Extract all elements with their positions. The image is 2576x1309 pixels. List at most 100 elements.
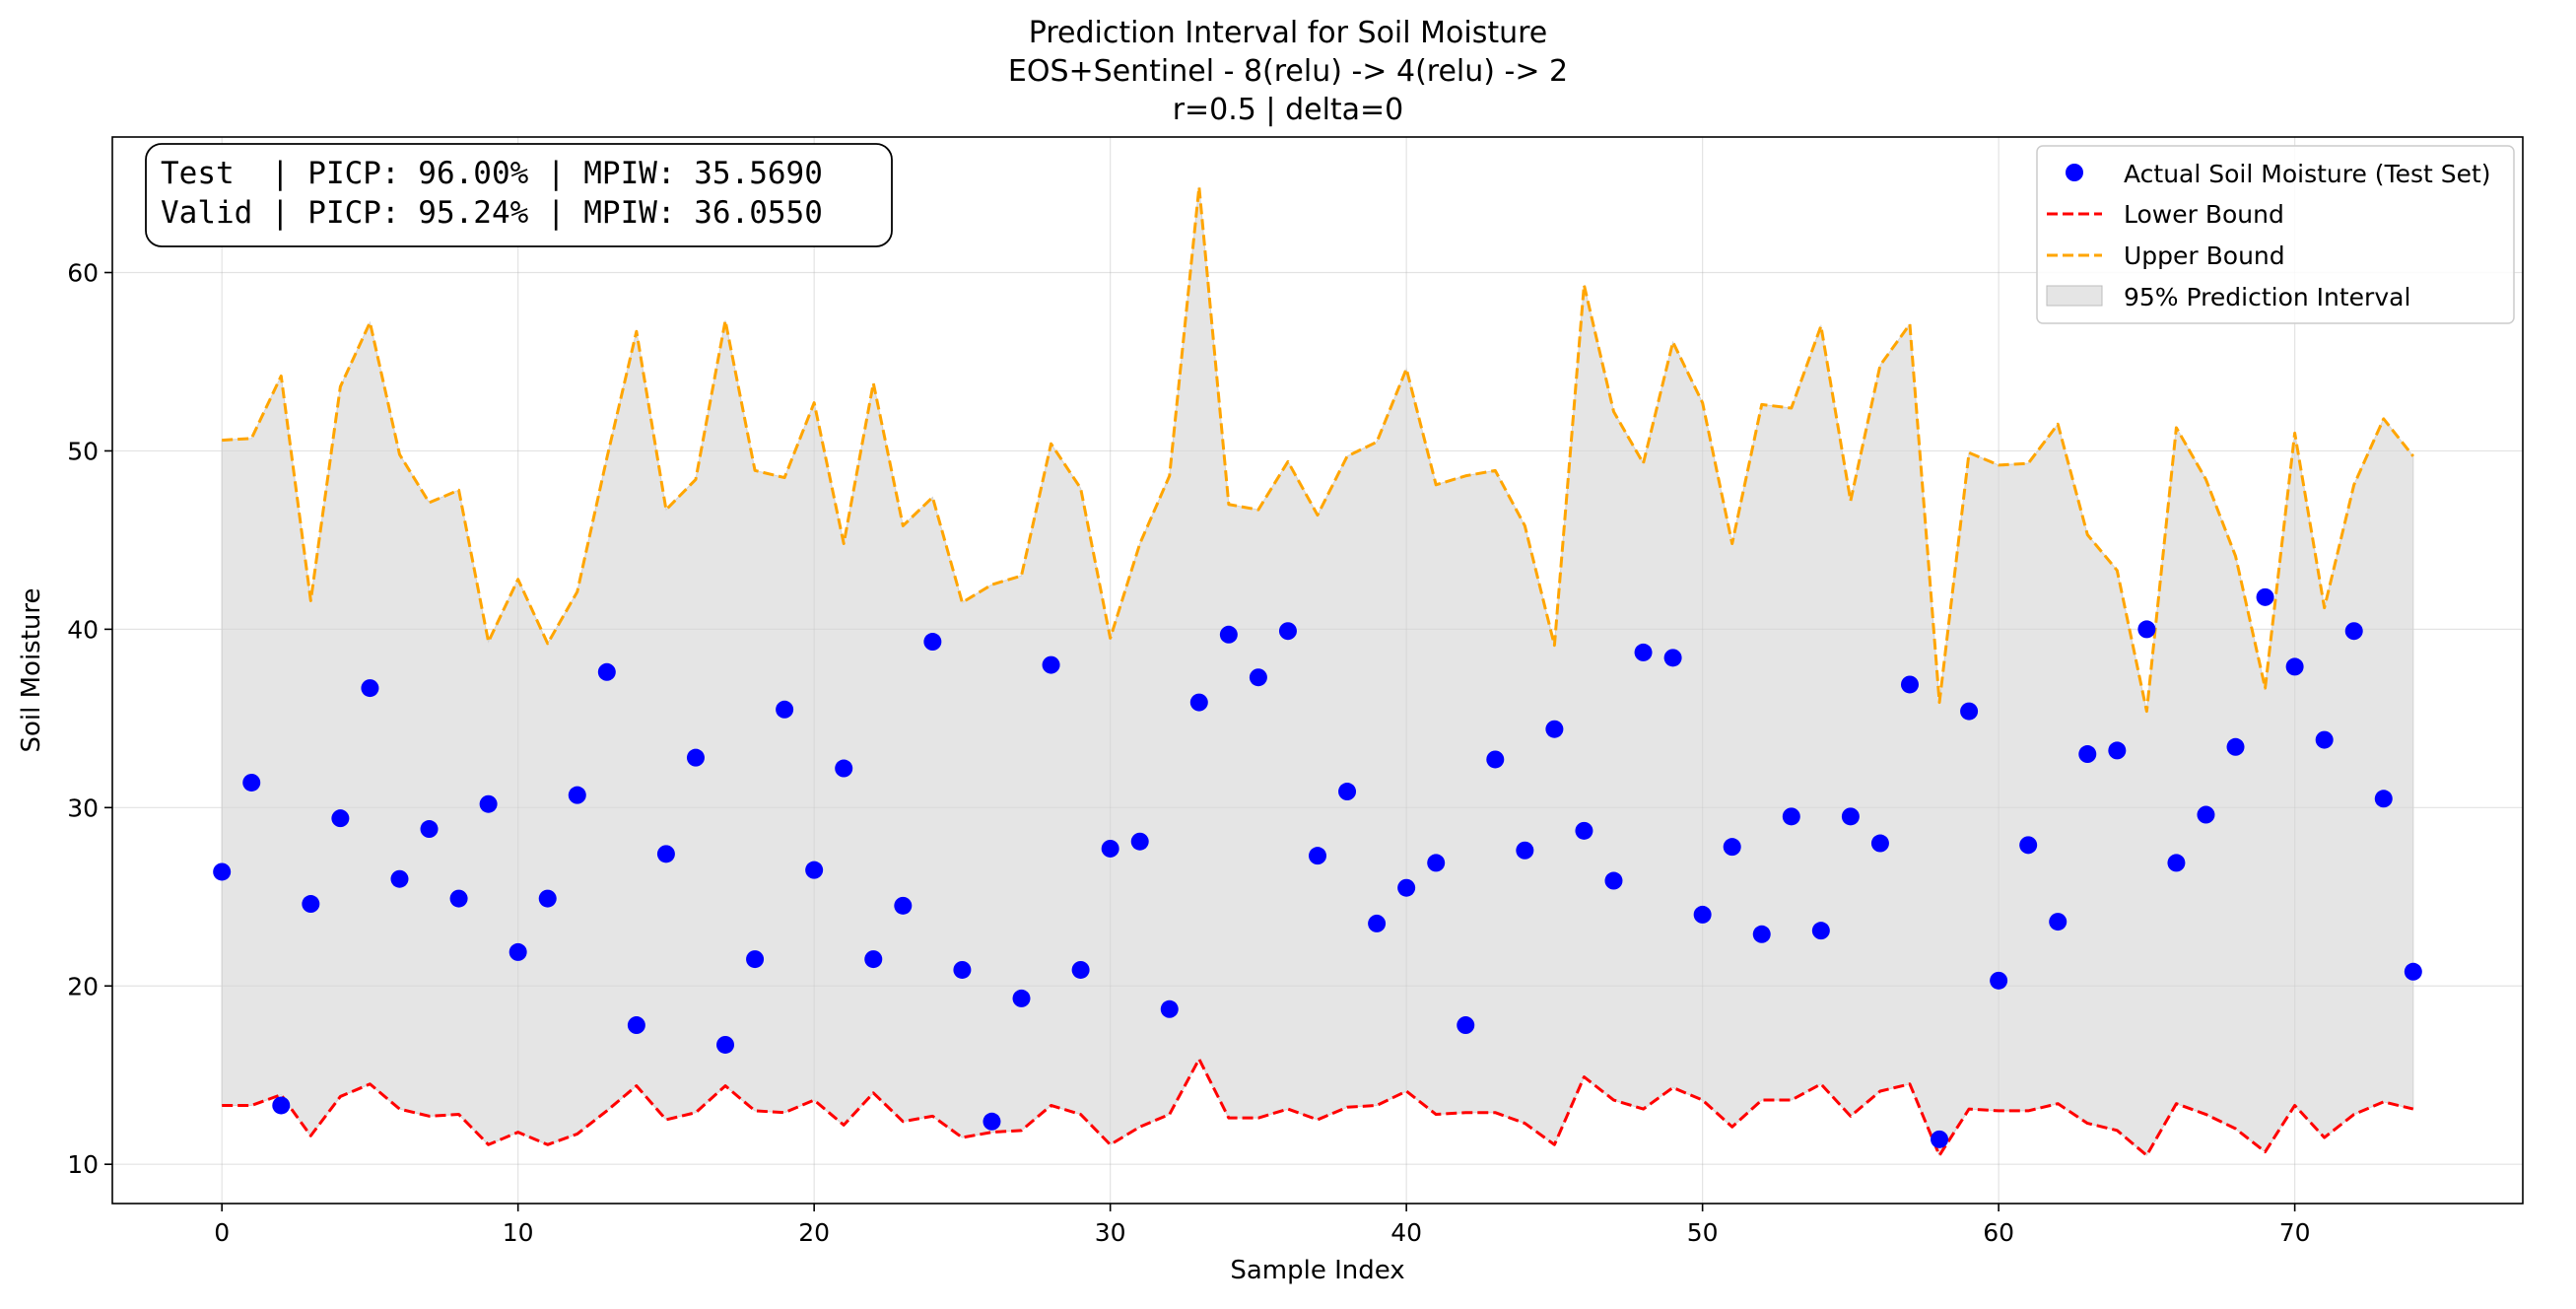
data-point xyxy=(923,633,942,652)
data-point xyxy=(686,748,705,767)
data-point xyxy=(1782,807,1800,826)
legend-marker-band xyxy=(2046,285,2103,307)
data-point xyxy=(1604,871,1623,890)
x-tick-label: 50 xyxy=(1687,1218,1719,1247)
data-point xyxy=(656,845,675,863)
legend-marker-actual xyxy=(2066,164,2083,181)
data-point xyxy=(1575,821,1593,840)
data-point xyxy=(1397,878,1416,897)
data-point xyxy=(1160,999,1179,1018)
x-tick-label: 30 xyxy=(1095,1218,1126,1247)
stats-box-frame xyxy=(145,143,893,247)
data-point xyxy=(1900,675,1919,694)
data-point xyxy=(597,662,616,681)
data-point xyxy=(1427,854,1446,872)
data-point xyxy=(2374,790,2393,808)
data-point xyxy=(2197,805,2215,824)
data-point xyxy=(538,889,557,908)
prediction-interval-band xyxy=(221,186,2414,1157)
y-tick-label: 10 xyxy=(67,1150,99,1179)
x-axis-label: Sample Index xyxy=(1230,1256,1404,1285)
plot-frame xyxy=(111,136,2524,1205)
x-tick-label: 40 xyxy=(1390,1218,1422,1247)
data-point xyxy=(1249,668,1267,687)
data-point xyxy=(1338,783,1357,801)
x-tick-label: 0 xyxy=(214,1218,230,1247)
legend: Actual Soil Moisture (Test Set) Lower Bo… xyxy=(2036,145,2515,324)
data-point xyxy=(1811,922,1830,940)
data-point xyxy=(1752,925,1771,943)
data-point xyxy=(2285,657,2304,676)
data-point xyxy=(627,1016,645,1035)
data-point xyxy=(805,861,824,879)
y-tick-label: 20 xyxy=(67,972,99,1000)
data-point xyxy=(1663,649,1682,667)
data-point xyxy=(2315,730,2334,749)
data-point xyxy=(568,786,586,804)
data-point xyxy=(1990,971,2008,990)
data-point xyxy=(2344,622,2363,641)
y-tick-label: 30 xyxy=(67,793,99,822)
x-tick-label: 10 xyxy=(503,1218,534,1247)
data-point xyxy=(390,869,409,888)
data-point xyxy=(2404,962,2422,981)
data-point xyxy=(1219,625,1238,644)
data-point xyxy=(864,950,883,969)
data-point xyxy=(983,1112,1001,1131)
data-point xyxy=(1841,807,1860,826)
data-point xyxy=(716,1035,735,1054)
legend-label-lower: Lower Bound xyxy=(2124,200,2284,229)
data-point xyxy=(2019,836,2038,855)
stats-test-line: Test | PICP: 96.00% | MPIW: 35.5690 xyxy=(161,156,823,191)
data-point xyxy=(835,759,853,778)
y-tick-label: 60 xyxy=(67,259,99,288)
x-tick-label: 70 xyxy=(2279,1218,2311,1247)
actual-points xyxy=(213,587,2422,1148)
bound-lines xyxy=(222,185,2414,1157)
data-point xyxy=(449,889,468,908)
data-point xyxy=(2256,587,2274,606)
data-point xyxy=(2078,745,2097,764)
data-point xyxy=(1693,905,1712,924)
data-point xyxy=(420,820,439,839)
data-point xyxy=(508,942,527,961)
data-point xyxy=(1457,1016,1475,1035)
y-axis-label: Soil Moisture xyxy=(17,587,46,752)
legend-frame xyxy=(2036,145,2515,324)
data-point xyxy=(1130,832,1149,851)
data-point xyxy=(1723,838,1741,857)
x-tick-label: 20 xyxy=(798,1218,830,1247)
data-point xyxy=(1368,914,1387,932)
chart-title: Prediction Interval for Soil Moisture EO… xyxy=(1008,16,1568,127)
data-point xyxy=(1101,839,1119,858)
data-point xyxy=(331,809,350,828)
data-point xyxy=(746,950,765,969)
data-point xyxy=(2226,737,2245,756)
data-point xyxy=(361,679,379,698)
x-tick-label: 60 xyxy=(1983,1218,2014,1247)
data-point xyxy=(2137,620,2156,639)
title-line-3: r=0.5 | delta=0 xyxy=(1173,93,1404,127)
data-point xyxy=(1870,834,1889,853)
axis-ticks: 0 10 20 30 40 50 60 70 10 20 30 40 50 60 xyxy=(67,259,2310,1247)
data-point xyxy=(776,700,794,719)
data-point xyxy=(1071,960,1090,979)
data-point xyxy=(1960,702,1979,721)
data-point xyxy=(1634,643,1653,661)
data-point xyxy=(213,862,232,881)
data-point xyxy=(1042,655,1060,674)
y-tick-label: 40 xyxy=(67,615,99,644)
data-point xyxy=(953,960,972,979)
legend-label-band: 95% Prediction Interval xyxy=(2124,283,2410,311)
stats-box: Test | PICP: 96.00% | MPIW: 35.5690 Vali… xyxy=(145,143,893,247)
data-point xyxy=(272,1096,291,1115)
legend-label-upper: Upper Bound xyxy=(2124,241,2285,270)
data-point xyxy=(1012,989,1031,1007)
data-point xyxy=(302,895,320,914)
upper-bound-line xyxy=(222,185,2414,714)
data-point xyxy=(1516,841,1534,860)
data-point xyxy=(1931,1130,1949,1148)
title-line-1: Prediction Interval for Soil Moisture xyxy=(1029,16,1548,50)
stats-valid-line: Valid | PICP: 95.24% | MPIW: 36.0550 xyxy=(161,195,823,231)
